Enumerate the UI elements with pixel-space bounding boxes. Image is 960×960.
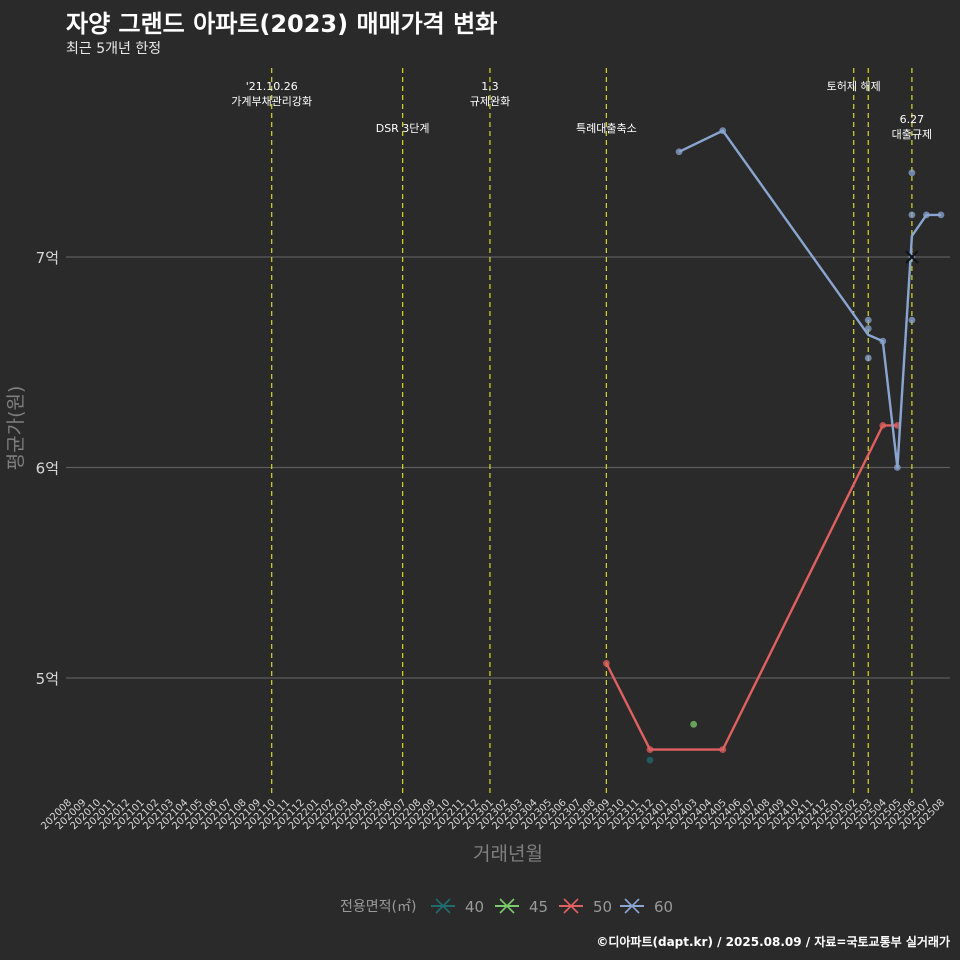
data-point xyxy=(675,148,683,156)
series-line-60 xyxy=(678,129,941,469)
event-lines xyxy=(271,68,913,796)
data-point xyxy=(937,211,945,219)
data-point xyxy=(893,464,901,471)
data-point xyxy=(646,756,654,764)
event-label: '21.10.26 xyxy=(246,80,298,93)
y-tick-labels: 5억 6억 7억 xyxy=(36,249,59,688)
legend-cross xyxy=(435,898,451,914)
series-40 xyxy=(646,756,654,764)
data-point xyxy=(923,211,930,219)
data-point xyxy=(690,720,698,728)
legend-item-40: 40 xyxy=(431,898,484,916)
legend-label: 40 xyxy=(465,898,484,916)
data-point xyxy=(719,746,727,753)
x-tick-labels: 2020082020092020102020112020122021012021… xyxy=(39,797,947,832)
series-60 xyxy=(675,127,945,471)
y-tick-label: 6억 xyxy=(36,460,59,478)
data-point xyxy=(879,337,887,345)
data-point xyxy=(864,354,872,362)
y-tick-label: 5억 xyxy=(36,670,59,688)
event-label: DSR 3단계 xyxy=(376,122,430,135)
event-label: 특례대출축소 xyxy=(576,122,637,135)
legend-cross xyxy=(563,898,579,914)
series-45 xyxy=(690,720,698,728)
latest-marker xyxy=(905,250,919,264)
event-label: 1.3 xyxy=(481,80,499,93)
series-50 xyxy=(602,422,901,753)
event-label: 토허제 해제 xyxy=(827,79,881,93)
legend-label: 50 xyxy=(593,898,612,916)
event-label: 6.27 xyxy=(900,113,925,126)
legend-item-50: 50 xyxy=(559,898,612,916)
legend-item-45: 45 xyxy=(495,898,548,916)
legend-item-60: 60 xyxy=(620,898,673,916)
data-series xyxy=(602,127,945,764)
event-label: 대출규제 xyxy=(892,128,932,141)
event-label: 규제완화 xyxy=(470,95,510,108)
legend-label: 60 xyxy=(654,898,673,916)
legend-cross xyxy=(499,898,515,914)
event-label: 가계부채관리강화 xyxy=(231,95,312,108)
data-point xyxy=(864,325,872,332)
data-point xyxy=(602,659,610,667)
data-point xyxy=(908,211,916,219)
legend-cross xyxy=(624,898,640,914)
data-point xyxy=(864,316,872,324)
data-point xyxy=(908,316,916,324)
source-caption: ©디아파트(dapt.kr) / 2025.08.09 / 자료=국토교통부 실… xyxy=(596,935,950,949)
legend: 전용면적(㎡) 40 45 50 60 xyxy=(340,898,673,916)
data-point xyxy=(719,127,727,135)
chart-subtitle: 최근 5개년 한정 xyxy=(66,41,162,57)
data-point xyxy=(646,746,654,753)
legend-label: 45 xyxy=(529,898,548,916)
y-gridlines xyxy=(66,256,950,679)
data-point xyxy=(879,422,887,429)
y-tick-label: 7억 xyxy=(36,249,59,267)
y-axis-title: 평균가(원) xyxy=(5,386,27,471)
data-point xyxy=(908,169,916,177)
x-axis-title: 거래년월 xyxy=(473,843,543,865)
legend-title: 전용면적(㎡) xyxy=(340,899,416,915)
chart-title: 자양 그랜드 아파트(2023) 매매가격 변화 xyxy=(66,10,498,38)
